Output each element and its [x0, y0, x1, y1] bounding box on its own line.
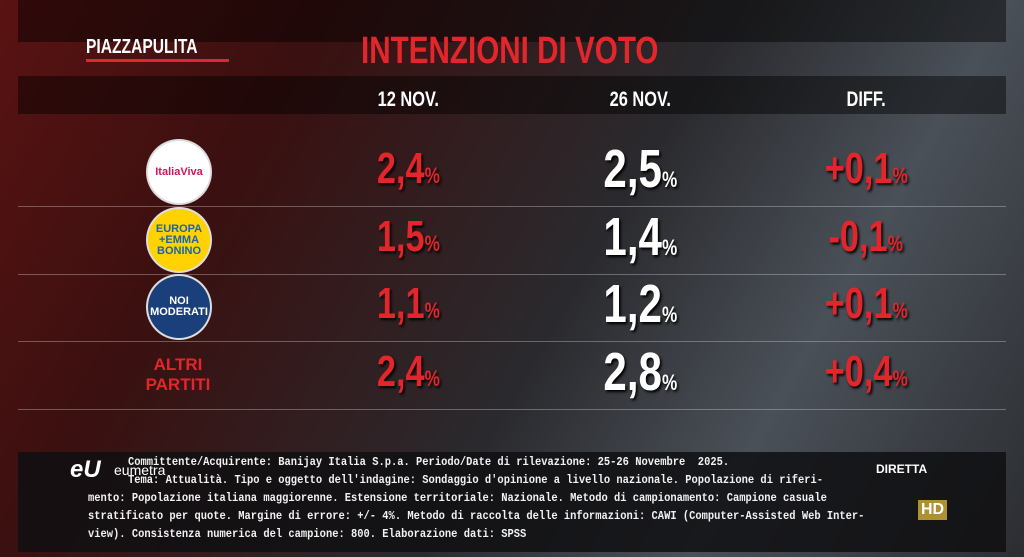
- party-logo: ItaliaViva: [148, 141, 210, 203]
- row-rule: [18, 341, 1006, 342]
- unit: %: [892, 298, 908, 323]
- value-wrap: 2,4%: [377, 347, 440, 397]
- row-rule: [18, 206, 1006, 207]
- unit: %: [661, 370, 677, 395]
- value-cell: 1,4%: [540, 206, 740, 268]
- value: 2,8: [603, 342, 662, 402]
- unit: %: [661, 302, 677, 327]
- eumetra-mark: eU: [70, 456, 101, 483]
- column-header-text: 26 NOV.: [609, 88, 671, 111]
- value-cell: 2,4%: [308, 347, 508, 397]
- party-logo: EUROPA +EMMA BONINO: [148, 209, 210, 271]
- value: 1,2: [603, 274, 662, 334]
- unit: %: [661, 235, 677, 260]
- value-wrap: 1,5%: [377, 212, 440, 262]
- value-wrap: +0,1%: [824, 144, 907, 194]
- value-cell: -0,1%: [766, 212, 966, 262]
- row-rule: [18, 274, 1006, 275]
- unit: %: [887, 231, 904, 256]
- unit: %: [892, 163, 908, 188]
- value-wrap: 1,1%: [377, 279, 440, 329]
- value-wrap: +0,4%: [824, 347, 907, 397]
- hd-badge: HD: [918, 500, 948, 520]
- value-wrap: -0,1%: [829, 212, 903, 262]
- footer-line: stratificato per quote. Margine di error…: [88, 510, 865, 523]
- party-label-line: NOI: [169, 295, 189, 307]
- value-wrap: 2,5%: [603, 138, 677, 200]
- value-cell: 1,1%: [308, 279, 508, 329]
- unit: %: [424, 298, 440, 323]
- value-wrap: 2,8%: [603, 341, 677, 403]
- value: 1,1: [376, 279, 425, 328]
- value-cell: +0,1%: [766, 144, 966, 194]
- value-wrap: 1,2%: [603, 273, 677, 335]
- title-box: INTENZIONI DI VOTO: [310, 30, 710, 73]
- value-cell: +0,1%: [766, 279, 966, 329]
- eumetra-name: eumetra: [114, 462, 166, 478]
- value: 1,4: [603, 207, 662, 267]
- footer-line: Tema: Attualità. Tipo e oggetto dell'ind…: [128, 474, 824, 487]
- value: 2,5: [603, 139, 662, 199]
- value: 2,4: [376, 144, 425, 193]
- footer-line: mento: Popolazione italiana maggiorenne.…: [88, 492, 827, 505]
- unit: %: [661, 167, 677, 192]
- value: +0,1: [824, 279, 893, 328]
- footer-line: Committente/Acquirente: Banijay Italia S…: [128, 456, 730, 469]
- column-header: DIFF.: [786, 88, 946, 112]
- value-cell: +0,4%: [766, 347, 966, 397]
- value-cell: 1,2%: [540, 273, 740, 335]
- methodology-footer: eU eumetra Committente/Acquirente: Banij…: [18, 452, 1006, 552]
- value-cell: 2,4%: [308, 144, 508, 194]
- value: +0,4: [824, 347, 893, 396]
- value-cell: 1,5%: [308, 212, 508, 262]
- party-label-line: BONINO: [157, 244, 201, 257]
- party-label-line: MODERATI: [150, 306, 208, 318]
- title: INTENZIONI DI VOTO: [361, 30, 659, 72]
- value-wrap: 2,4%: [377, 144, 440, 194]
- unit: %: [892, 366, 908, 391]
- party-label-line: PARTITI: [145, 375, 211, 394]
- party-logo: NOI MODERATI: [148, 276, 210, 338]
- row-rule: [18, 409, 1006, 410]
- column-header: 26 NOV.: [560, 88, 720, 112]
- value-wrap: 1,4%: [603, 206, 677, 268]
- brand-logo: PIAZZAPULITA: [86, 36, 229, 62]
- value-cell: 2,8%: [540, 341, 740, 403]
- column-header-text: DIFF.: [846, 88, 886, 111]
- party-label: ALTRI PARTITI: [138, 355, 218, 395]
- column-header-band: [18, 76, 1006, 114]
- value: 2,4: [376, 347, 425, 396]
- unit: %: [424, 231, 440, 256]
- value-cell: 2,5%: [540, 138, 740, 200]
- column-header: 12 NOV.: [328, 88, 488, 112]
- live-badge: DIRETTA: [876, 462, 928, 476]
- party-label-line: ItaliaViva: [155, 165, 203, 178]
- value-wrap: +0,1%: [824, 279, 907, 329]
- unit: %: [424, 163, 440, 188]
- unit: %: [424, 366, 440, 391]
- column-header-text: 12 NOV.: [377, 88, 439, 111]
- footer-line: view). Consistenza numerica del campione…: [88, 528, 527, 541]
- brand: PIAZZAPULITA: [86, 36, 198, 58]
- value: -0,1: [828, 212, 888, 261]
- party-label-line: +EMMA: [158, 233, 200, 246]
- value: +0,1: [824, 144, 893, 193]
- value: 1,5: [376, 212, 425, 261]
- party-label-line: ALTRI: [153, 355, 203, 374]
- party-label-line: EUROPA: [155, 222, 203, 235]
- header-band: [18, 0, 1006, 42]
